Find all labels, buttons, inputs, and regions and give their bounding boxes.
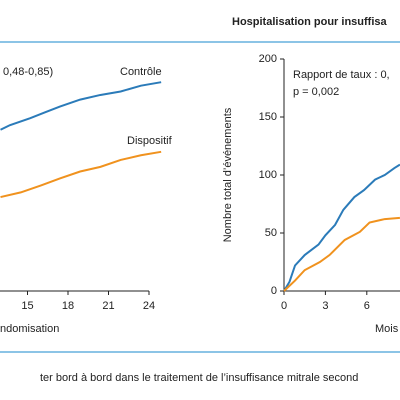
annotation: 0,48-0,85) [3,66,53,78]
y-tick-label: 150 [259,111,277,123]
annotation: Rapport de taux : 0, [293,69,390,81]
y-tick-label: 50 [265,227,277,239]
x-tick-label: 6 [364,300,370,312]
x-tick-label: 0 [281,300,287,312]
caption: ter bord à bord dans le traitement de l’… [40,372,358,384]
y-axis-label: Nombre total d’événements [222,107,234,242]
y-tick-label: 200 [259,53,277,65]
x-axis-label: ndomisation [0,323,59,335]
x-tick-label: 18 [62,300,74,312]
x-tick-label: 24 [143,300,155,312]
series-label: Contrôle [120,66,162,78]
data-line [283,216,400,292]
series-label: Dispositif [127,135,173,147]
data-line [0,150,162,199]
y-tick-label: 0 [271,285,277,297]
x-axis-label: Mois [375,323,399,335]
y-tick-label: 100 [259,169,277,181]
x-tick-label: 3 [322,300,328,312]
x-tick-label: 21 [102,300,114,312]
x-tick-label: 15 [21,300,33,312]
data-line [0,81,162,131]
annotation: p = 0,002 [293,86,339,98]
chart-title: Hospitalisation pour insuffisa [232,16,388,28]
data-line [283,163,400,292]
